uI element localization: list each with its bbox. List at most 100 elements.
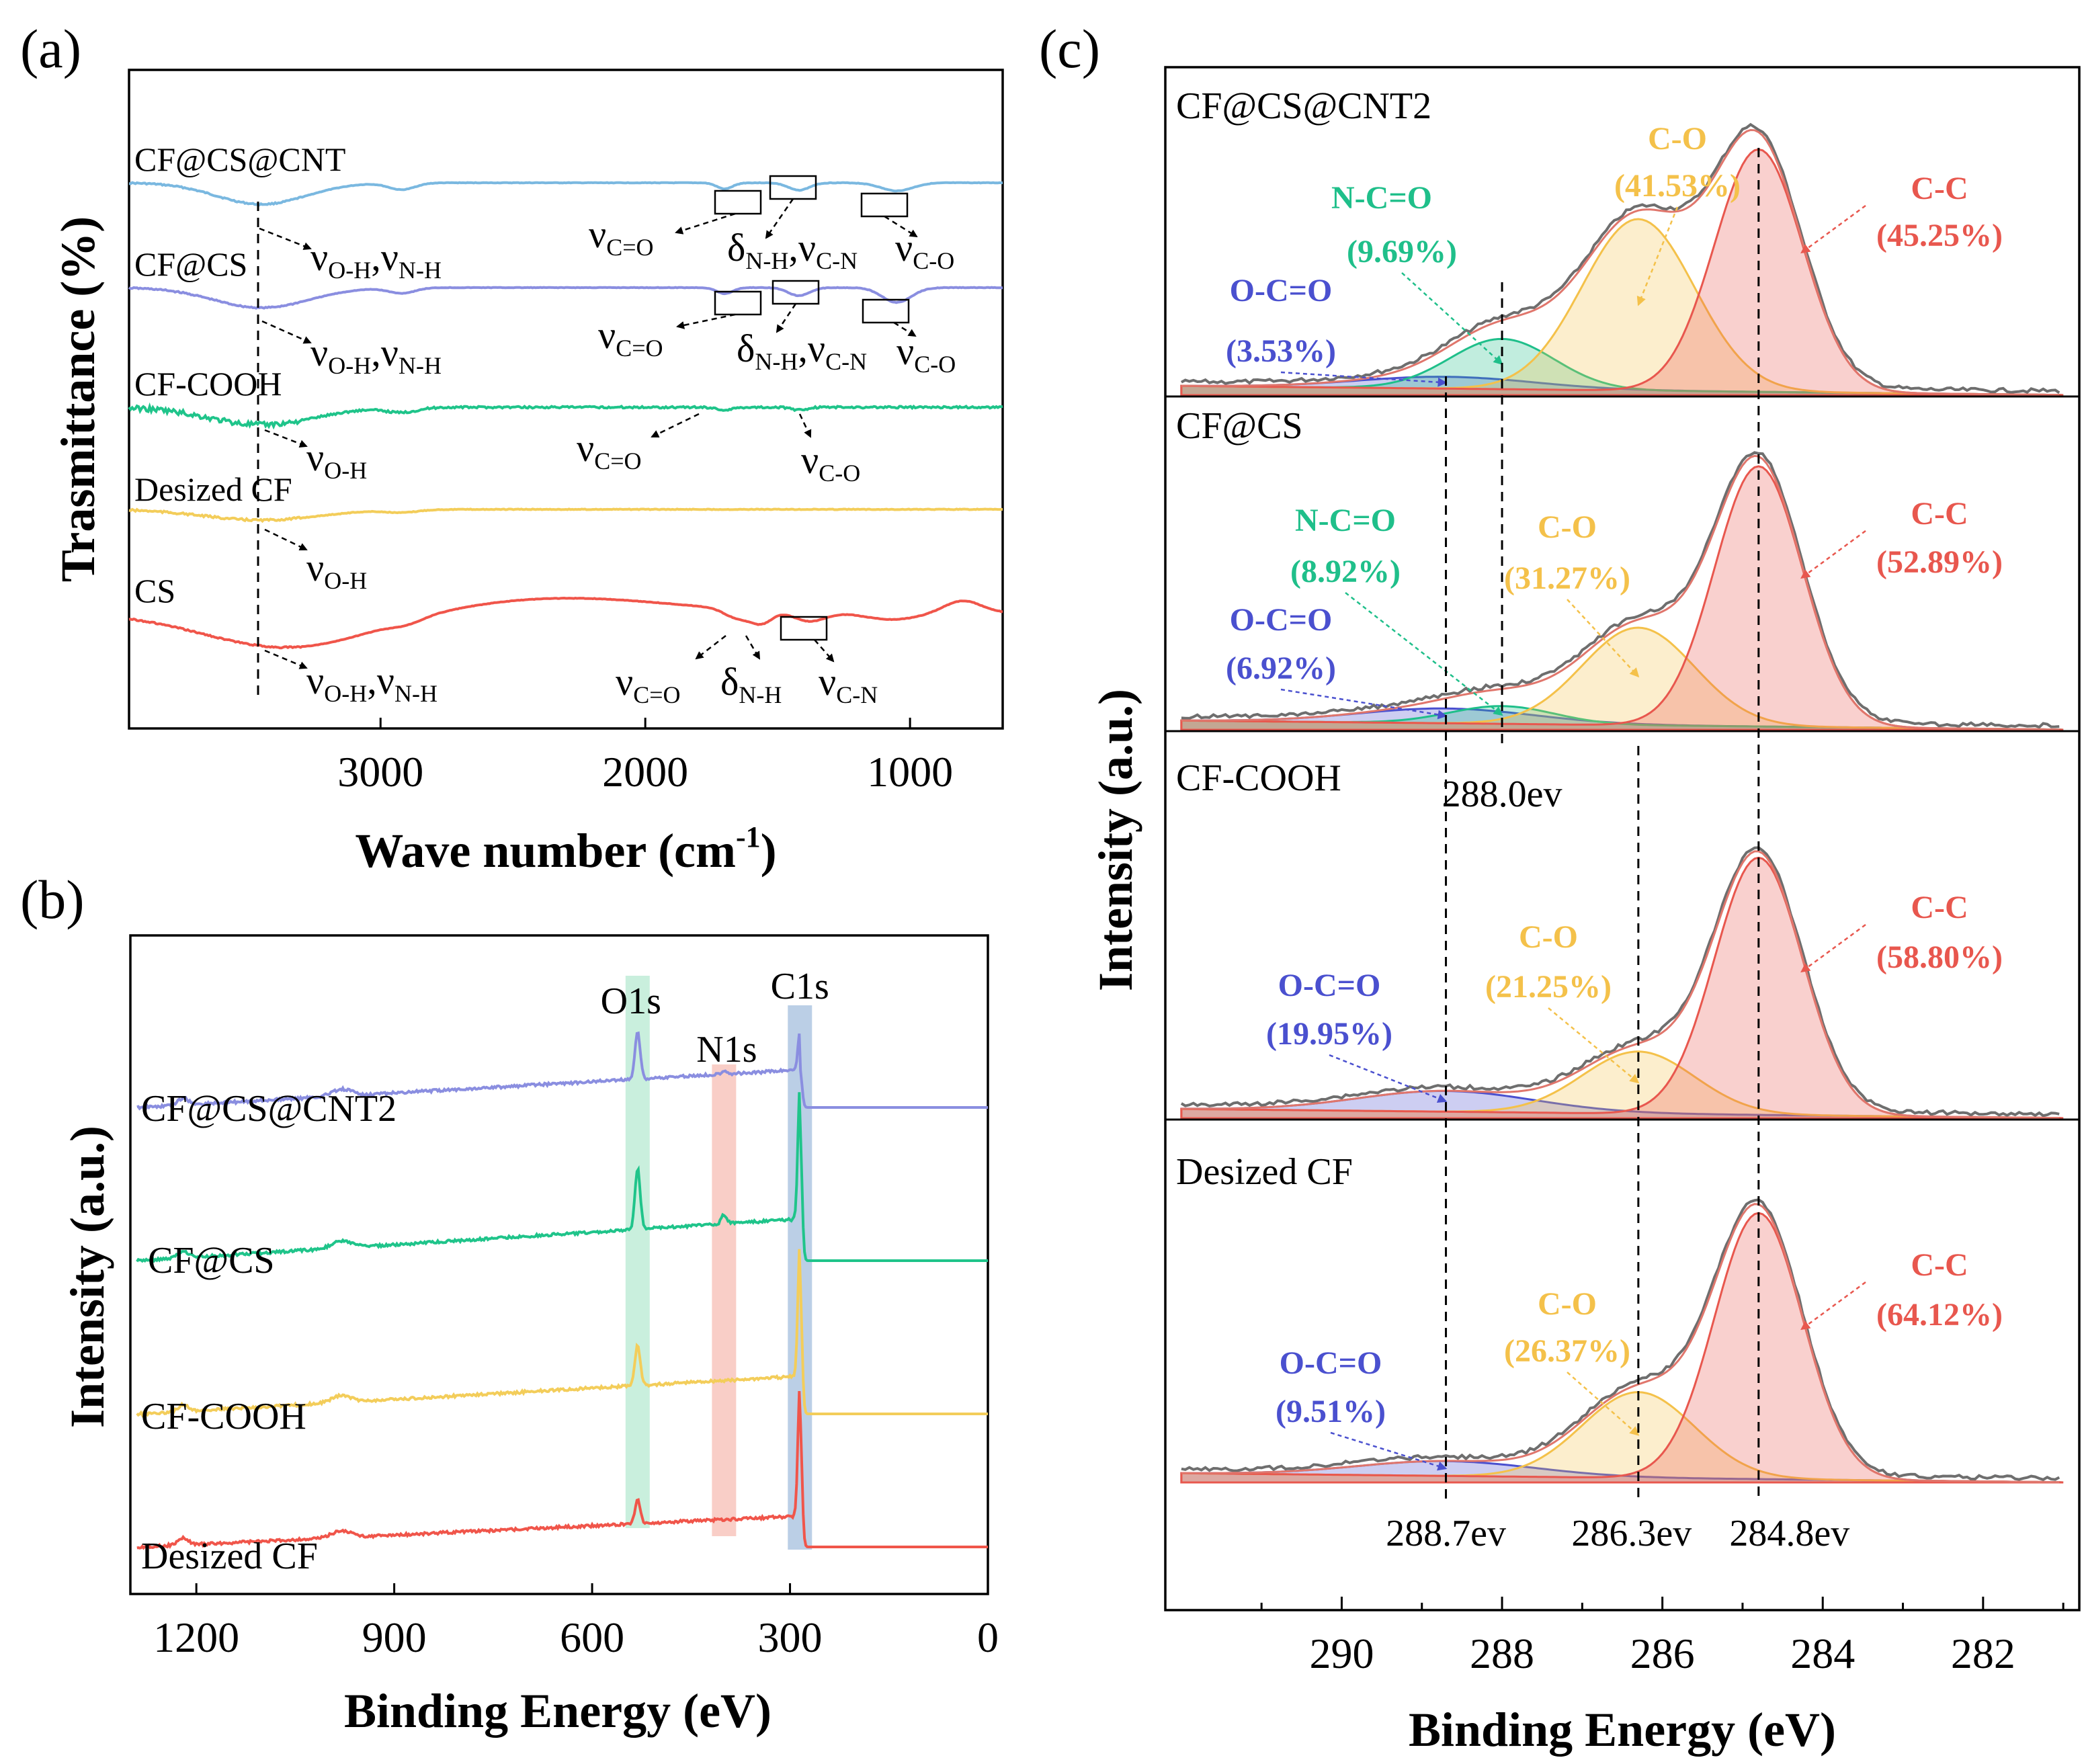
c1s-fit-envelope bbox=[1181, 1203, 2060, 1484]
xps-peak-label: O1s bbox=[601, 980, 661, 1022]
c1s-reference-label: 288.7ev bbox=[1386, 1513, 1506, 1554]
c1s-component-arrow bbox=[1280, 371, 1448, 387]
xps-survey-series-line bbox=[136, 1249, 988, 1419]
ftir-y-axis-title: Trasmittance (%) bbox=[51, 216, 105, 583]
ftir-x-axis-title: Wave number (cm-1) bbox=[355, 821, 776, 878]
xps-peak-label: N1s bbox=[696, 1029, 757, 1070]
anno-oh-nh-cs: νO-H,νN-H bbox=[306, 659, 437, 707]
anno-oh-nh-cnt: νO-H,νN-H bbox=[310, 235, 442, 284]
xps-survey-label-cnt2: CF@CS@CNT2 bbox=[141, 1088, 397, 1130]
c1s-component-label: O-C=O bbox=[1280, 1345, 1382, 1381]
ftir-series-line bbox=[128, 402, 1003, 430]
c1s-component-label: N-C=O bbox=[1295, 503, 1396, 538]
c1s-component-arrow bbox=[1800, 204, 1866, 254]
ftir-label-cf-cs: CF@CS bbox=[134, 245, 247, 283]
c1s-x-tick-label: 290 bbox=[1309, 1630, 1374, 1677]
anno-co-double-cooh: νC=O bbox=[577, 426, 642, 474]
anno-co-single-cooh: νC-O bbox=[801, 438, 860, 487]
panel-a-label: (a) bbox=[20, 18, 81, 79]
c1s-component-label: O-C=O bbox=[1278, 968, 1381, 1003]
c1s-x-ticks: 290 288 286 284 282 bbox=[1260, 1597, 2065, 1677]
c1s-x-tick-label: 284 bbox=[1790, 1630, 1855, 1677]
ftir-annotation-group-cfcs: νO-H,νN-H νC=O δN-H,νC-N νC-O bbox=[261, 280, 956, 379]
panel-a-ftir: (a) 3000 2000 1000 CF@CS@CNT CF@CS CF-COOH… bbox=[20, 18, 1004, 878]
c1s-component-arrow bbox=[1329, 1054, 1448, 1103]
c1s-component-arrow bbox=[1548, 1007, 1640, 1084]
c1s-fit-envelope bbox=[1181, 850, 2060, 1120]
c1s-reference-label: 284.8ev bbox=[1729, 1513, 1849, 1554]
xps-survey-series bbox=[136, 1031, 988, 1550]
xps-survey-peak-labels: O1s N1s C1s bbox=[601, 966, 829, 1070]
ftir-series-line bbox=[128, 181, 1003, 207]
c1s-component-percent: (41.53%) bbox=[1614, 168, 1741, 204]
c1s-component-arrow bbox=[1280, 688, 1448, 720]
c1s-stacks: CF@CS@CNT2 C-C (45.25%) C-O (41.53%) N-C=O (9.… bbox=[1165, 85, 2079, 1484]
c1s-reference-lines: 288.7ev 288.0ev 286.3ev 284.8ev bbox=[1386, 148, 1849, 1554]
c1s-component-percent: (45.25%) bbox=[1876, 218, 2003, 253]
c1s-component-percent: (3.53%) bbox=[1226, 333, 1336, 369]
c1s-reference-label: 288.0ev bbox=[1442, 773, 1562, 815]
c1s-component-arrow bbox=[1800, 923, 1866, 973]
xps-survey-x-tick-label: 0 bbox=[977, 1613, 999, 1661]
c1s-sample-name: Desized CF bbox=[1176, 1151, 1353, 1193]
xps-peak-band bbox=[625, 976, 650, 1528]
xps-survey-plot-frame bbox=[129, 934, 989, 1595]
c1s-sample-stack: CF-COOH C-C (58.80%) C-O (21.25%) O-C=O (19.95… bbox=[1165, 757, 2079, 1121]
c1s-component-percent: (52.89%) bbox=[1876, 544, 2003, 580]
c1s-y-axis-title: Intensity (a.u.) bbox=[1089, 689, 1142, 991]
c1s-component-percent: (9.51%) bbox=[1276, 1394, 1386, 1429]
c1s-component-label: C-O bbox=[1519, 919, 1578, 955]
ftir-annotation-group-desized: νO-H bbox=[264, 528, 367, 594]
xps-peak-label: C1s bbox=[771, 966, 829, 1007]
c1s-sample-name: CF-COOH bbox=[1176, 757, 1341, 799]
c1s-component-percent: (21.25%) bbox=[1485, 969, 1612, 1005]
c1s-component-percent: (64.12%) bbox=[1876, 1297, 2003, 1333]
ftir-x-tick-label: 2000 bbox=[602, 748, 688, 796]
c1s-component-percent: (31.27%) bbox=[1504, 560, 1630, 596]
c1s-raw-curve bbox=[1180, 846, 2060, 1118]
panel-b-label: (b) bbox=[20, 869, 85, 930]
c1s-component-arrow bbox=[1567, 1372, 1640, 1436]
ftir-series-line bbox=[128, 286, 1003, 310]
anno-co-single-cfcs: νC-O bbox=[897, 329, 956, 378]
c1s-sample-name: CF@CS@CNT2 bbox=[1176, 85, 1431, 127]
ftir-x-ticks: 3000 2000 1000 bbox=[337, 718, 953, 796]
c1s-x-tick-label: 286 bbox=[1630, 1630, 1695, 1677]
xps-survey-y-axis-title: Intensity (a.u.) bbox=[60, 1126, 114, 1428]
anno-co-double-cfcs: νC=O bbox=[598, 313, 663, 362]
ftir-x-tick-label: 3000 bbox=[337, 748, 423, 796]
c1s-component-arrow bbox=[1800, 1281, 1866, 1331]
xps-survey-label-cfcs: CF@CS bbox=[148, 1240, 275, 1282]
c1s-raw-curve bbox=[1180, 122, 2060, 394]
c1s-x-tick-label: 282 bbox=[1951, 1630, 2015, 1677]
xps-survey-series-line bbox=[136, 1092, 988, 1263]
c1s-component-percent: (58.80%) bbox=[1876, 939, 2003, 975]
ftir-series-line bbox=[128, 596, 1003, 650]
c1s-x-axis-title: Binding Energy (eV) bbox=[1409, 1703, 1836, 1757]
ftir-x-tick-label: 1000 bbox=[867, 748, 953, 796]
anno-co-double-cs: νC=O bbox=[616, 660, 681, 708]
ftir-annotation-group-cs: νO-H,νN-H νC=O δN-H νC-N bbox=[264, 616, 878, 708]
c1s-raw-curve bbox=[1181, 451, 2060, 729]
ftir-label-desized-cf: Desized CF bbox=[134, 470, 292, 508]
xps-survey-series-line bbox=[136, 1391, 988, 1550]
c1s-component-percent: (26.37%) bbox=[1504, 1333, 1630, 1369]
ftir-series-line bbox=[128, 507, 1003, 523]
anno-co-single-cnt: νC-O bbox=[895, 226, 954, 274]
c1s-component-arrow bbox=[1330, 1431, 1448, 1471]
c1s-component-label: C-O bbox=[1538, 1286, 1597, 1322]
c1s-fit-envelope bbox=[1181, 454, 2060, 731]
c1s-sample-stack: CF@CS@CNT2 C-C (45.25%) C-O (41.53%) N-C=O (9.… bbox=[1165, 85, 2079, 398]
c1s-raw-curve bbox=[1181, 1198, 2060, 1481]
c1s-component-label: C-O bbox=[1648, 121, 1707, 157]
c1s-component-percent: (19.95%) bbox=[1266, 1016, 1392, 1052]
c1s-component-arrow bbox=[1345, 592, 1503, 716]
c1s-component-percent: (8.92%) bbox=[1290, 554, 1401, 589]
ftir-label-cs: CS bbox=[134, 572, 175, 610]
anno-co-double-cnt: νC=O bbox=[589, 212, 654, 261]
ftir-label-cf-cs-cnt: CF@CS@CNT bbox=[134, 140, 345, 178]
c1s-component-label: O-C=O bbox=[1230, 602, 1333, 638]
xps-survey-x-tick-label: 600 bbox=[560, 1613, 624, 1661]
anno-nh-cn-cfcs: δN-H,νC-N bbox=[737, 327, 867, 375]
